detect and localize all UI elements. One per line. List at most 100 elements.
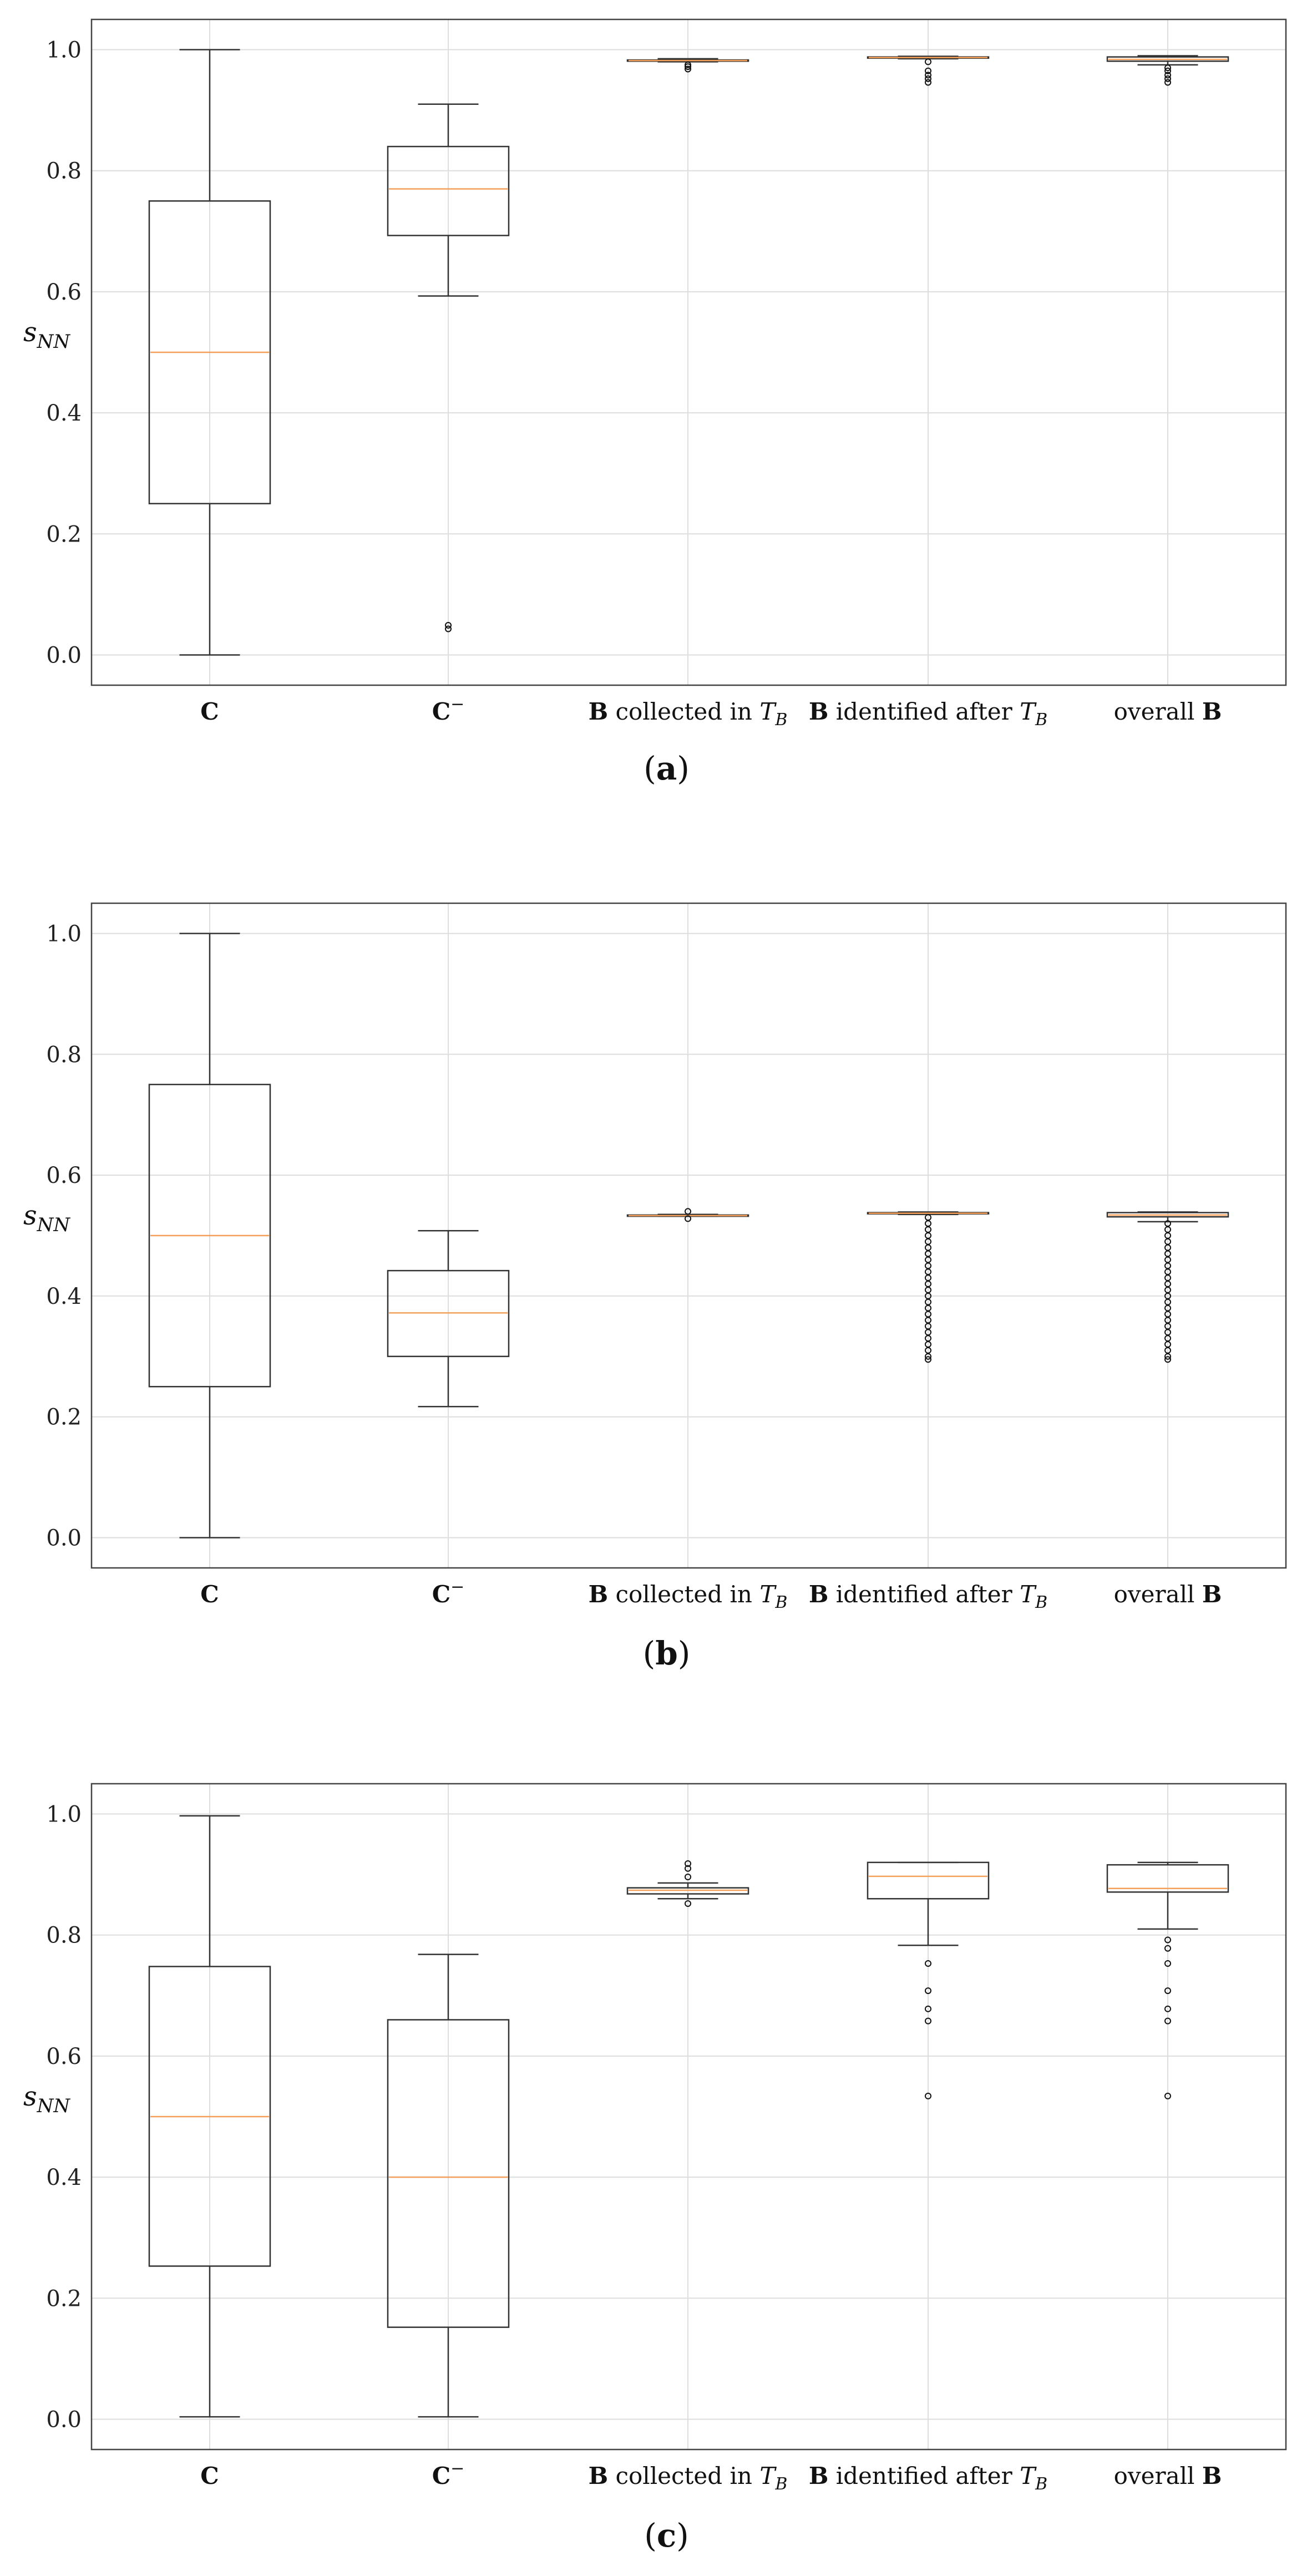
outlier-point [925,75,931,82]
x-category-label: overall B [1114,2462,1222,2489]
box-iqr [1106,1212,1229,1218]
box-1 [148,933,271,1538]
x-category-label: B collected in TB [589,698,788,730]
box-iqr [387,145,510,236]
outlier-point [925,1356,931,1363]
y-tick-label: 0.2 [46,1405,82,1430]
panel-caption: (b) [643,1634,691,1672]
outlier-point [685,1208,691,1215]
y-axis-label: sNN [23,317,70,353]
outlier-point [1164,1936,1171,1944]
box-4 [867,55,990,86]
box-iqr [1106,56,1229,62]
panel-caption: (c) [644,2517,689,2554]
outlier-point [685,1874,691,1880]
outlier-point [925,79,931,86]
outlier-point [1164,64,1171,72]
y-axis-label: sNN [23,2081,70,2117]
x-category-label: B identified after TB [809,1581,1047,1612]
box-1 [148,49,271,656]
outlier-point [925,67,931,74]
box-iqr [387,2019,510,2328]
x-category-label: B collected in TB [589,1581,788,1612]
y-tick-label: 1.0 [46,38,82,63]
outlier-point [1164,1945,1171,1952]
outlier-point [685,1865,691,1872]
box-iqr [148,1966,271,2267]
x-category-label: B identified after TB [809,698,1047,730]
y-tick-label: 0.8 [46,1042,82,1067]
x-category-label: overall B [1114,698,1222,725]
outlier-point [1164,1356,1171,1363]
outlier-point [445,625,452,632]
outlier-point [1164,79,1171,86]
outlier-point [1164,2092,1171,2099]
y-tick-label: 0.2 [46,522,82,547]
box-3 [626,1208,749,1222]
box-iqr [867,1861,990,1900]
x-category-label: B identified after TB [809,2462,1047,2494]
panel-caption: (a) [644,750,690,787]
box-iqr [626,1887,749,1895]
y-tick-label: 0.4 [46,401,82,426]
outlier-point [925,2005,931,2012]
x-category-label: C− [432,2459,465,2489]
y-tick-label: 0.8 [46,1923,82,1949]
panel-c: 0.0 0.2 0.4 0.6 0.8 1.0 sNN C C− B collected in T… [23,1783,1287,2554]
x-category-label: C− [432,1577,465,1608]
box-4 [867,1861,990,2099]
y-tick-label: 0.0 [46,1526,82,1551]
box-5 [1106,55,1229,86]
box-2 [387,103,510,632]
box-1 [148,1815,271,2418]
y-tick-label: 0.6 [46,2044,82,2069]
outlier-point [925,1353,931,1360]
outlier-point [925,2092,931,2099]
y-tick-label: 0.2 [46,2286,82,2311]
y-axis-label: sNN [23,1200,70,1236]
box-iqr [387,1269,510,1358]
outlier-point [925,58,931,65]
y-tick-label: 0.6 [46,1163,82,1188]
outlier-point [445,622,452,629]
outlier-point [685,1215,691,1222]
x-category-label: B collected in TB [589,2462,788,2494]
x-category-label: C [200,698,219,725]
x-category-label: overall B [1114,1581,1222,1608]
box-4 [867,1211,990,1363]
y-tick-label: 0.8 [46,159,82,184]
box-iqr [148,200,271,504]
outlier-point [685,1860,691,1867]
box-iqr [1106,1864,1229,1893]
outlier-point [685,63,691,70]
box-2 [387,1953,510,2418]
box-2 [387,1230,510,1408]
outlier-point [1164,1960,1171,1967]
y-tick-label: 1.0 [46,1802,82,1828]
x-category-label: C [200,2462,219,2489]
outlier-point [1164,1987,1171,1995]
box-3 [626,1860,749,1907]
box-5 [1106,1211,1229,1363]
panel-a: 0.0 0.2 0.4 0.6 0.8 1.0 sNN C C− B collected in T… [23,18,1287,787]
box-5 [1106,1861,1229,2099]
outlier-point [925,1960,931,1967]
y-tick-label: 1.0 [46,921,82,947]
y-tick-label: 0.4 [46,1284,82,1309]
y-tick-label: 0.4 [46,2165,82,2190]
outlier-point [925,1987,931,1995]
outlier-point [1164,67,1171,74]
plot-frame [90,902,1287,1569]
outlier-point [1164,72,1171,79]
plot-frame [90,1783,1287,2451]
x-category-label: C [200,1581,219,1608]
panel-b: 0.0 0.2 0.4 0.6 0.8 1.0 sNN C C− B collected in T… [23,902,1287,1672]
outlier-point [925,2017,931,2025]
y-tick-label: 0.6 [46,280,82,305]
x-category-label: C− [432,695,465,725]
box-3 [626,58,749,73]
outlier-point [1164,2005,1171,2012]
outlier-point [1164,2017,1171,2025]
y-tick-label: 0.0 [46,642,82,668]
